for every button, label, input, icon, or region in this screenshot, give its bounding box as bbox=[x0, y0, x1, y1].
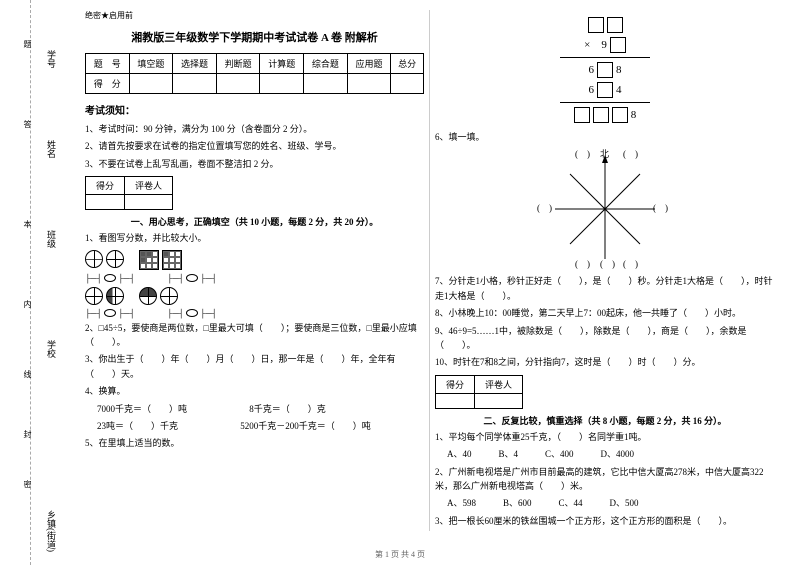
binding-margin: 学号 姓名 班级 学校 乡镇(街道) 题 答 本 内 线 封 密 bbox=[0, 0, 75, 565]
circle-group bbox=[85, 250, 124, 270]
cell: 得分 bbox=[436, 375, 475, 393]
fraction-grid bbox=[139, 250, 159, 270]
s2-q2-opts: A、598 B、600 C、44 D、500 bbox=[435, 496, 775, 510]
scorer-box-2: 得分评卷人 bbox=[435, 375, 523, 409]
label-town: 乡镇(街道) bbox=[45, 510, 58, 552]
cell: 评卷人 bbox=[475, 375, 523, 393]
cell: 选择题 bbox=[173, 54, 217, 74]
seal-mark: 本 bbox=[22, 220, 33, 228]
seal-mark: 密 bbox=[22, 480, 33, 488]
fraction-circle bbox=[85, 250, 103, 268]
question-6: 6、填一填。 bbox=[435, 130, 775, 144]
fraction-grid bbox=[162, 250, 182, 270]
column-left: 绝密★启用前 湘教版三年级数学下学期期中考试试卷 A 卷 附解析 题 号 填空题… bbox=[80, 10, 430, 531]
label-student-id: 学号 bbox=[45, 50, 58, 68]
notice-item: 1、考试时间：90 分钟，满分为 100 分（含卷面分 2 分）。 bbox=[85, 122, 424, 136]
cell: 计算题 bbox=[260, 54, 304, 74]
cell: 填空题 bbox=[129, 54, 173, 74]
exam-title: 湘教版三年级数学下学期期中考试试卷 A 卷 附解析 bbox=[85, 29, 424, 45]
circle-group bbox=[85, 287, 124, 305]
cell: 得 分 bbox=[86, 74, 130, 94]
seal-mark: 内 bbox=[22, 300, 33, 308]
label-class: 班级 bbox=[45, 230, 58, 248]
question-4c: 23吨＝（ ）千克 5200千克－200千克＝（ ）吨 bbox=[85, 419, 424, 433]
score-table: 题 号 填空题 选择题 判断题 计算题 综合题 应用题 总分 得 分 bbox=[85, 53, 424, 94]
grid-group bbox=[139, 250, 182, 270]
main-content: 绝密★启用前 湘教版三年级数学下学期期中考试试卷 A 卷 附解析 题 号 填空题… bbox=[80, 10, 790, 531]
column-right: ×9 68 64 8 6、填一填。 ( ) 北 ( ) ( ) ( ) ( ) … bbox=[430, 10, 780, 531]
question-4: 4、换算。 bbox=[85, 384, 424, 398]
confidential-seal: 绝密★启用前 bbox=[85, 10, 424, 21]
cell: 评卷人 bbox=[125, 177, 173, 195]
fraction-circle bbox=[106, 250, 124, 268]
question-5: 5、在里填上适当的数。 bbox=[85, 436, 424, 450]
fraction-shapes bbox=[85, 250, 424, 270]
cell: 题 号 bbox=[86, 54, 130, 74]
table-row: 得 分 bbox=[86, 74, 424, 94]
north-label: 北 bbox=[600, 147, 609, 160]
circle-group bbox=[139, 287, 178, 305]
fraction-circle bbox=[139, 287, 157, 305]
cell: 总分 bbox=[391, 54, 424, 74]
cell: 判断题 bbox=[216, 54, 260, 74]
question-1: 1、看图写分数，并比较大小。 bbox=[85, 231, 424, 245]
s2-q2: 2、广州新电视塔是广州市目前最高的建筑，它比中信大厦高278米，中信大厦高322… bbox=[435, 465, 775, 494]
scorer-box: 得分评卷人 bbox=[85, 176, 173, 210]
fraction-shapes-2 bbox=[85, 287, 424, 305]
question-9: 9、46÷9=5……1中，被除数是（ ），除数是（ ），商是（ ），余数是（ ）… bbox=[435, 324, 775, 353]
question-7: 7、分针走1小格，秒针正好走（ ），是（ ）秒。分针走1大格是（ ），时针走1大… bbox=[435, 274, 775, 303]
question-8: 8、小林晚上10：00睡觉，第二天早上7：00起床，他一共睡了（ ）小时。 bbox=[435, 306, 775, 320]
seal-mark: 线 bbox=[22, 370, 33, 378]
compass-diagram: ( ) 北 ( ) ( ) ( ) ( ) ( ) ( ) bbox=[545, 149, 665, 269]
table-row: 题 号 填空题 选择题 判断题 计算题 综合题 应用题 总分 bbox=[86, 54, 424, 74]
s2-q3: 3、把一根长60厘米的铁丝围城一个正方形，这个正方形的面积是（ ）。 bbox=[435, 514, 775, 528]
notice-item: 3、不要在试卷上乱写乱画，卷面不整洁扣 2 分。 bbox=[85, 157, 424, 171]
seal-mark: 题 bbox=[22, 40, 33, 48]
fraction-circle bbox=[85, 287, 103, 305]
fraction-circle bbox=[106, 287, 124, 305]
question-3: 3、你出生于（ ）年（ ）月（ ）日，那一年是（ ）年，全年有（ ）天。 bbox=[85, 352, 424, 381]
s2-q1-opts: A、40 B、4 C、400 D、4000 bbox=[435, 447, 775, 461]
notice-heading: 考试须知： bbox=[85, 102, 424, 117]
s2-q1: 1、平均每个同学体重25千克，（ ）名同学重1吨。 bbox=[435, 430, 775, 444]
cell: 得分 bbox=[86, 177, 125, 195]
compare-row: ├─┤├─┤├─┤├─┤ bbox=[85, 274, 424, 283]
seal-mark: 答 bbox=[22, 120, 33, 128]
label-school: 学校 bbox=[45, 340, 58, 358]
cell: 综合题 bbox=[304, 54, 348, 74]
seal-mark: 封 bbox=[22, 430, 33, 438]
section-1-title: 一、用心思考，正确填空（共 10 小题，每题 2 分，共 20 分）。 bbox=[85, 215, 424, 228]
cell: 应用题 bbox=[347, 54, 391, 74]
section-2-title: 二、反复比较，慎重选择（共 8 小题，每题 2 分，共 16 分）。 bbox=[435, 414, 775, 427]
question-2: 2、□45÷5，要使商是两位数，□里最大可填（ ）；要使商是三位数，□里最小应填… bbox=[85, 321, 424, 350]
fraction-circle bbox=[160, 287, 178, 305]
question-4a: 7000千克＝（ ）吨 8千克＝（ ）克 bbox=[85, 402, 424, 416]
compare-row: ├─┤├─┤├─┤├─┤ bbox=[85, 309, 424, 318]
multiplication-problem: ×9 68 64 8 bbox=[435, 15, 775, 125]
label-name: 姓名 bbox=[45, 140, 58, 158]
question-10: 10、时针在7和8之间，分针指向7，这时是（ ）时（ ）分。 bbox=[435, 355, 775, 369]
notice-item: 2、请首先按要求在试卷的指定位置填写您的姓名、班级、学号。 bbox=[85, 139, 424, 153]
page-footer: 第 1 页 共 4 页 bbox=[0, 549, 800, 560]
